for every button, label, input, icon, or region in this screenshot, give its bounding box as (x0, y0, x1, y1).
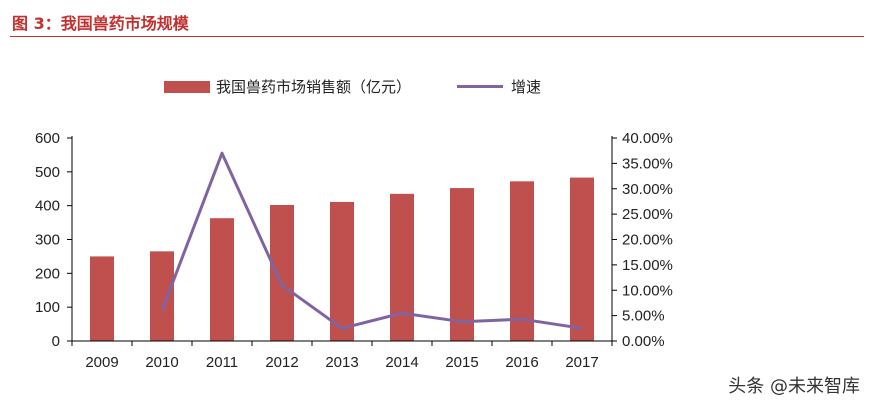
legend-label-sales: 我国兽药市场销售额（亿元） (216, 78, 412, 96)
x-tick-label-2014: 2014 (385, 354, 418, 371)
chart-legend: 我国兽药市场销售额（亿元） 增速 (164, 76, 541, 97)
figure-header: 图 3：我国兽药市场规模 (10, 8, 864, 37)
bar-2014 (390, 193, 414, 341)
y-tick-label-right: 5.00% (622, 308, 665, 325)
x-tick-label-2015: 2015 (445, 354, 478, 371)
x-tick-label-2010: 2010 (145, 354, 178, 371)
legend-item-growth: 增速 (457, 76, 541, 97)
y-tick-label-right: 35.00% (622, 155, 673, 172)
x-tick-label-2012: 2012 (265, 354, 298, 371)
x-tick-label-2016: 2016 (505, 354, 538, 371)
y-tick-label-left: 0 (52, 333, 60, 350)
y-tick-label-right: 30.00% (622, 181, 673, 198)
y-tick-label-left: 300 (35, 232, 60, 249)
bar-2013 (330, 201, 354, 341)
watermark: 头条 @未来智库 (728, 376, 860, 397)
bar-2017 (570, 177, 594, 341)
y-tick-label-left: 100 (35, 299, 60, 316)
bar-2009 (90, 256, 114, 341)
y-tick-label-left: 400 (35, 198, 60, 215)
legend-bar-swatch (164, 80, 210, 93)
y-tick-label-right: 20.00% (622, 232, 673, 249)
y-tick-label-left: 200 (35, 265, 60, 282)
legend-label-growth: 增速 (511, 78, 542, 96)
legend-line-swatch (457, 85, 504, 88)
bar-2016 (510, 181, 534, 341)
x-tick-label-2013: 2013 (325, 354, 358, 371)
figure-title: 图 3：我国兽药市场规模 (12, 14, 189, 33)
x-tick-label-2011: 2011 (206, 354, 238, 371)
y-tick-label-left: 600 (35, 130, 60, 147)
legend-item-sales: 我国兽药市场销售额（亿元） (164, 76, 411, 97)
bar-2015 (450, 188, 474, 341)
y-tick-label-right: 0.00% (622, 333, 665, 350)
y-tick-label-left: 500 (35, 164, 60, 181)
bar-2010 (150, 251, 174, 341)
growth-line (160, 151, 583, 330)
x-tick-label-2017: 2017 (565, 354, 598, 371)
bar-2011 (210, 218, 234, 341)
x-tick-label-2009: 2009 (85, 354, 118, 371)
y-tick-label-right: 40.00% (622, 130, 673, 147)
y-tick-label-right: 10.00% (622, 282, 673, 299)
y-tick-label-right: 25.00% (622, 206, 673, 223)
bar-2012 (270, 204, 294, 341)
y-tick-label-right: 15.00% (622, 257, 673, 274)
